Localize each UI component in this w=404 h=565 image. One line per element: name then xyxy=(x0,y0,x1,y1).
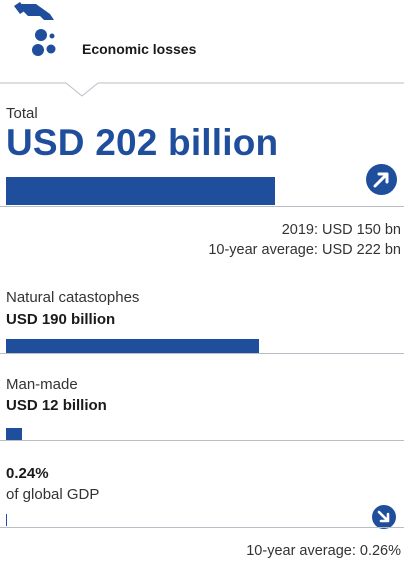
gdp-bar xyxy=(6,514,7,526)
arrow-up-right-icon xyxy=(366,164,397,195)
gdp-divider xyxy=(0,527,404,528)
total-divider xyxy=(0,206,404,207)
natural-bar xyxy=(6,339,259,353)
header-title: Economic losses xyxy=(82,41,197,57)
dot-medium-left xyxy=(32,44,44,56)
header-divider xyxy=(0,82,404,97)
gdp-label: of global GDP xyxy=(6,486,100,503)
total-bar xyxy=(6,177,275,205)
hand-cuff xyxy=(14,2,26,14)
hand-shape xyxy=(18,4,54,20)
manmade-divider xyxy=(0,440,404,441)
total-value: USD 202 billion xyxy=(6,122,279,163)
natural-value: USD 190 billion xyxy=(6,311,116,328)
manmade-value: USD 12 billion xyxy=(6,397,107,414)
total-compare-prev: 2019: USD 150 bn xyxy=(281,222,401,238)
gdp-compare-avg: 10-year average: 0.26% xyxy=(246,543,401,559)
total-compare-avg: 10-year average: USD 222 bn xyxy=(208,242,401,258)
arrow-down-right-icon xyxy=(372,505,396,529)
dot-small-right xyxy=(46,44,56,54)
hand-with-dots-icon xyxy=(14,2,56,56)
manmade-label: Man-made xyxy=(6,376,78,393)
dot-tiny xyxy=(49,33,55,39)
dot-large xyxy=(35,29,47,41)
natural-label: Natural catastophes xyxy=(6,289,140,306)
total-label: Total xyxy=(6,105,38,122)
gdp-value: 0.24% xyxy=(6,465,49,482)
natural-divider xyxy=(0,353,404,354)
manmade-bar xyxy=(6,428,22,440)
